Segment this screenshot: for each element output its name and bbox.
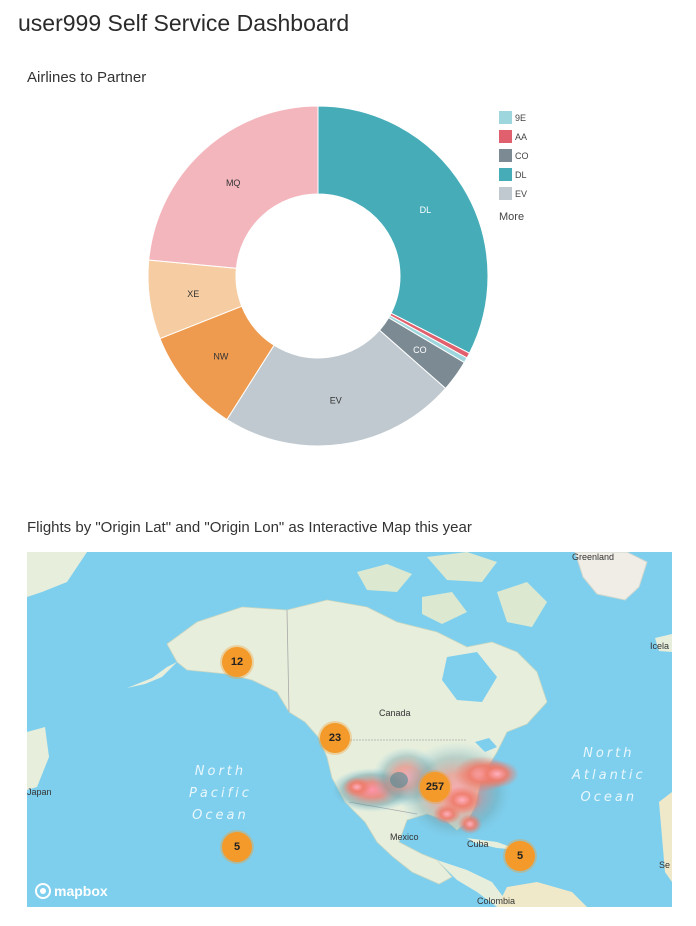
- label-mexico: Mexico: [390, 832, 419, 842]
- cluster-marker-hawaii[interactable]: 5: [222, 832, 252, 862]
- map-title: Flights by "Origin Lat" and "Origin Lon"…: [27, 519, 472, 536]
- legend-item-aa[interactable]: AA: [499, 127, 529, 146]
- legend-item-ev[interactable]: EV: [499, 184, 529, 203]
- legend-item-dl[interactable]: DL: [499, 165, 529, 184]
- legend-label: 9E: [515, 112, 527, 123]
- slice-label-ev: EV: [330, 396, 342, 406]
- donut-chart[interactable]: DL CO EV NW XE MQ: [140, 98, 496, 454]
- legend-swatch: [499, 130, 512, 143]
- mapbox-icon: [35, 883, 51, 899]
- cluster-marker-us-center[interactable]: 257: [420, 772, 450, 802]
- legend-swatch: [499, 111, 512, 124]
- cluster-marker-alaska[interactable]: 12: [222, 647, 252, 677]
- slice-label-dl: DL: [420, 205, 432, 215]
- label-north-atlantic-ocean: North Atlantic Ocean: [572, 746, 646, 805]
- label-se: Se: [659, 860, 671, 870]
- slice-label-xe: XE: [187, 289, 199, 299]
- legend-label: DL: [515, 169, 527, 180]
- dashboard-title: user999 Self Service Dashboard: [18, 10, 350, 36]
- legend-more-link[interactable]: More: [499, 211, 525, 223]
- pie-slice-dl[interactable]: [317, 105, 489, 354]
- legend-label: AA: [515, 131, 528, 142]
- mapbox-logo[interactable]: mapbox: [35, 883, 108, 899]
- pie-chart-title: Airlines to Partner: [27, 69, 147, 86]
- cluster-marker-west-coast[interactable]: 23: [320, 723, 350, 753]
- slice-label-nw: NW: [213, 351, 228, 361]
- cluster-marker-caribbean[interactable]: 5: [505, 841, 535, 871]
- chart-legend: 9E AA CO DL EV More: [499, 108, 529, 223]
- legend-item-9e[interactable]: 9E: [499, 108, 529, 127]
- legend-swatch: [499, 149, 512, 162]
- legend-item-co[interactable]: CO: [499, 146, 529, 165]
- slice-label-mq: MQ: [226, 178, 241, 188]
- legend-label: EV: [515, 188, 528, 199]
- label-cuba: Cuba: [467, 839, 489, 849]
- label-greenland: Greenland: [572, 552, 615, 562]
- slice-label-co: CO: [413, 345, 427, 355]
- mapbox-logo-text: mapbox: [54, 883, 108, 899]
- interactive-map[interactable]: Greenland Canada Mexico Cuba Colombia Ja…: [27, 552, 672, 907]
- pie-slice-ev[interactable]: [226, 329, 447, 447]
- label-canada: Canada: [379, 708, 411, 718]
- label-colombia: Colombia: [477, 896, 516, 906]
- legend-swatch: [499, 168, 512, 181]
- legend-swatch: [499, 187, 512, 200]
- label-north-pacific-ocean: North Pacific Ocean: [189, 764, 252, 823]
- legend-label: CO: [515, 150, 529, 161]
- map-basemap: [27, 552, 672, 907]
- label-japan: Japan: [27, 787, 52, 797]
- pie-slice-mq[interactable]: [148, 105, 319, 269]
- label-iceland: Icela: [650, 641, 670, 651]
